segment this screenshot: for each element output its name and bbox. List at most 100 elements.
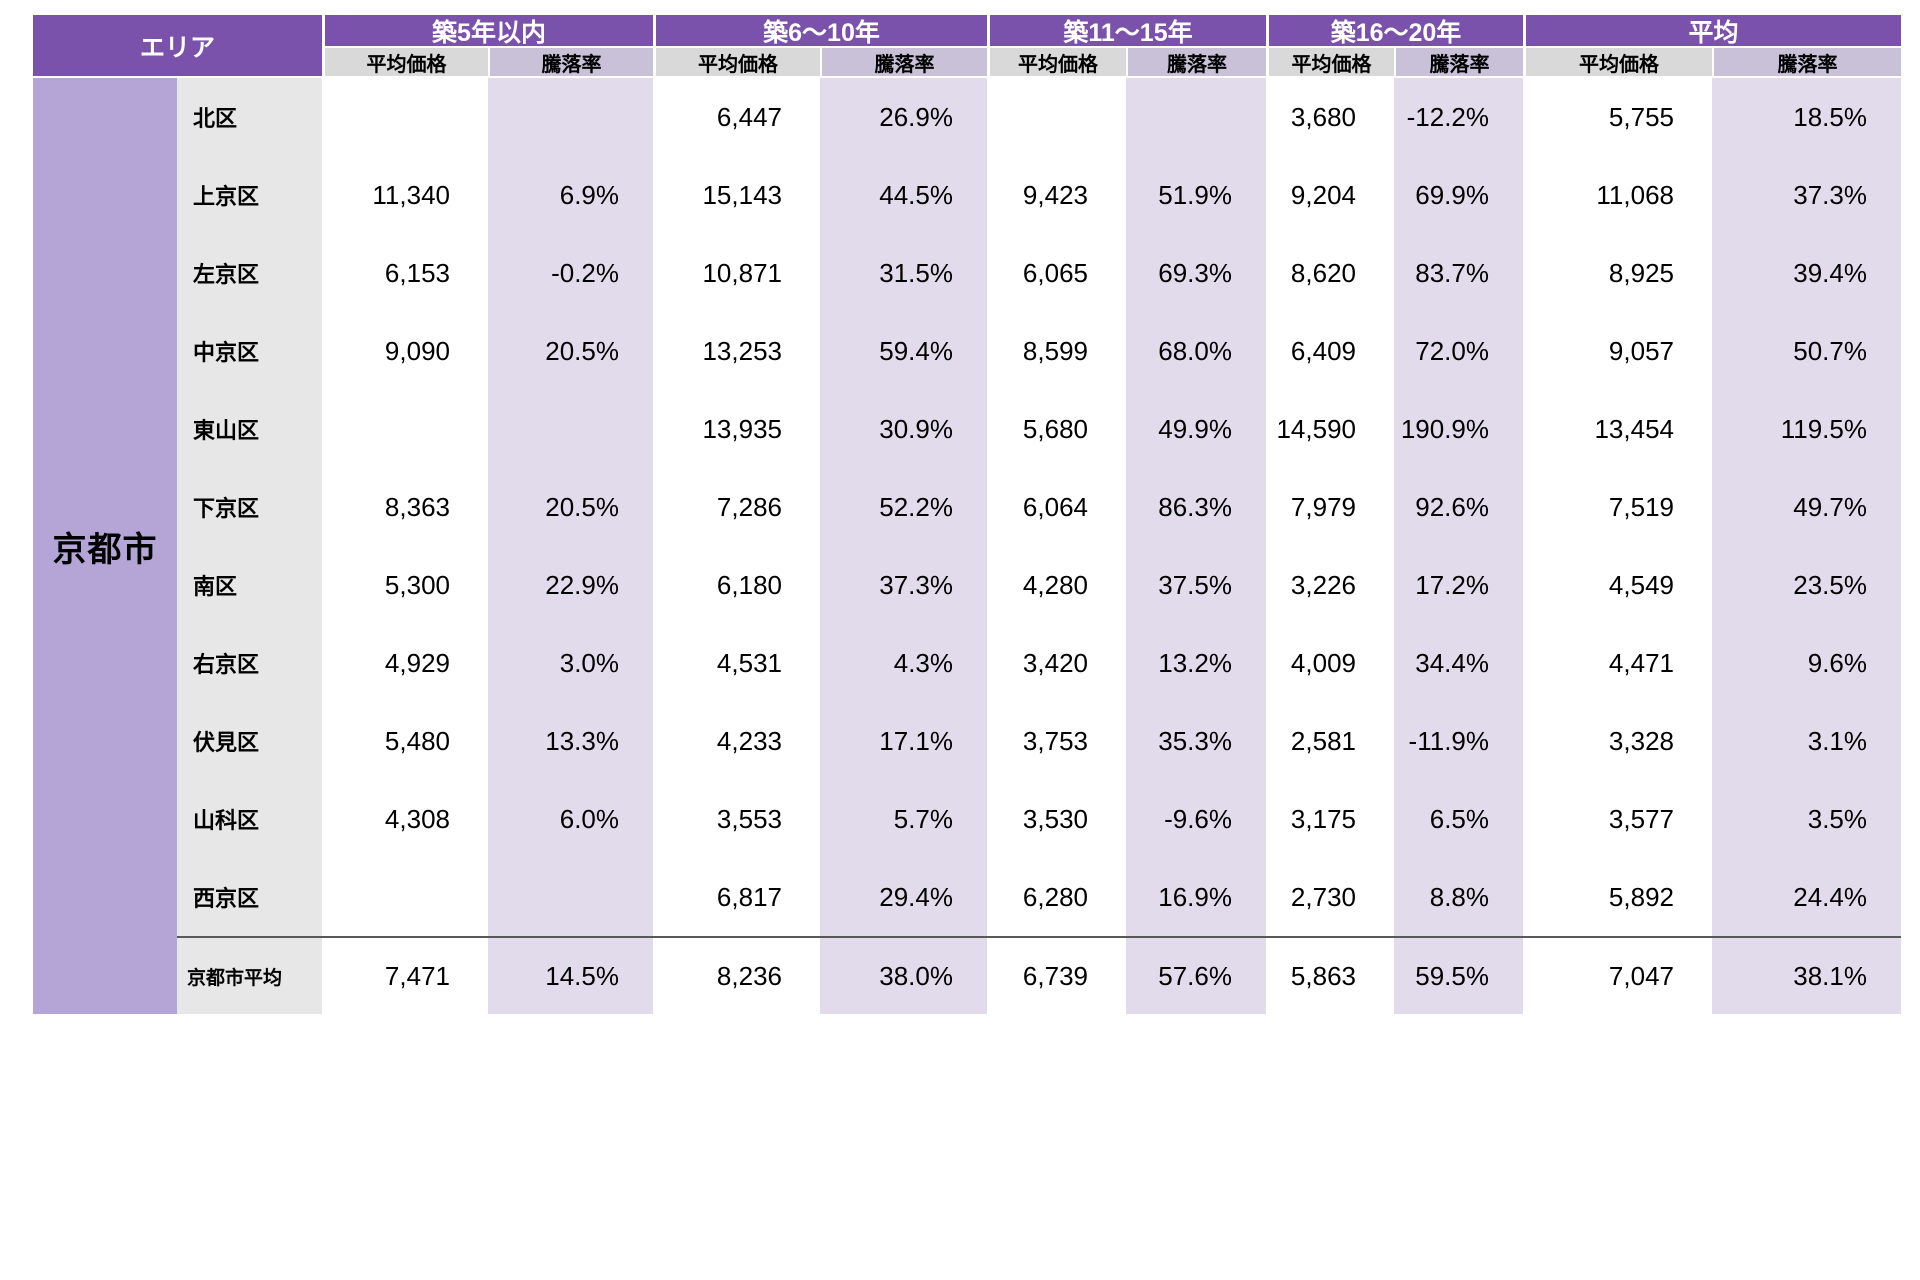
ward-cell: 北区 bbox=[177, 78, 322, 156]
change-rate-cell: 5.7% bbox=[820, 780, 987, 858]
change-rate-cell bbox=[1126, 78, 1266, 156]
change-rate-cell: 3.0% bbox=[488, 624, 653, 702]
avg-price-cell: 4,280 bbox=[987, 546, 1126, 624]
change-rate-cell: 86.3% bbox=[1126, 468, 1266, 546]
avg-price-cell: 3,680 bbox=[1266, 78, 1394, 156]
avg-price-cell: 4,471 bbox=[1523, 624, 1712, 702]
change-rate-cell: 68.0% bbox=[1126, 312, 1266, 390]
change-rate-cell: 26.9% bbox=[820, 78, 987, 156]
avg-price-cell: 15,143 bbox=[653, 156, 820, 234]
avg-price-cell: 3,530 bbox=[987, 780, 1126, 858]
ward-cell: 右京区 bbox=[177, 624, 322, 702]
price-table: エリア 築5年以内 築6〜10年 築11〜15年 築16〜20年 平均 平均価格… bbox=[33, 15, 1901, 1014]
avg-price-cell: 2,730 bbox=[1266, 858, 1394, 936]
avg-price-cell: 14,590 bbox=[1266, 390, 1394, 468]
city-cell: 京都市 bbox=[33, 78, 177, 1014]
change-rate-cell: 49.7% bbox=[1712, 468, 1901, 546]
subheader-change-rate: 騰落率 bbox=[820, 48, 987, 78]
avg-price-cell: 6,447 bbox=[653, 78, 820, 156]
change-rate-cell: 190.9% bbox=[1394, 390, 1523, 468]
subheader-avg-price: 平均価格 bbox=[987, 48, 1126, 78]
avg-price-cell: 3,420 bbox=[987, 624, 1126, 702]
avg-price-cell: 10,871 bbox=[653, 234, 820, 312]
avg-price-cell: 4,009 bbox=[1266, 624, 1394, 702]
change-rate-cell: 16.9% bbox=[1126, 858, 1266, 936]
change-rate-cell: 3.1% bbox=[1712, 702, 1901, 780]
avg-price-cell: 11,340 bbox=[322, 156, 488, 234]
change-rate-cell: 8.8% bbox=[1394, 858, 1523, 936]
avg-price-cell: 7,471 bbox=[322, 936, 488, 1014]
change-rate-cell: -11.9% bbox=[1394, 702, 1523, 780]
avg-price-cell: 3,553 bbox=[653, 780, 820, 858]
avg-price-cell: 6,153 bbox=[322, 234, 488, 312]
avg-price-cell: 9,423 bbox=[987, 156, 1126, 234]
avg-price-cell: 4,549 bbox=[1523, 546, 1712, 624]
avg-price-cell: 13,253 bbox=[653, 312, 820, 390]
change-rate-cell bbox=[488, 78, 653, 156]
avg-price-cell: 6,280 bbox=[987, 858, 1126, 936]
avg-price-cell: 6,180 bbox=[653, 546, 820, 624]
avg-price-cell: 6,817 bbox=[653, 858, 820, 936]
change-rate-cell bbox=[488, 858, 653, 936]
col-group-header-age0-5: 築5年以内 bbox=[322, 15, 653, 48]
avg-price-cell: 7,047 bbox=[1523, 936, 1712, 1014]
change-rate-cell: 72.0% bbox=[1394, 312, 1523, 390]
avg-price-cell: 6,065 bbox=[987, 234, 1126, 312]
avg-price-cell: 4,929 bbox=[322, 624, 488, 702]
subheader-avg-price: 平均価格 bbox=[653, 48, 820, 78]
change-rate-cell: 23.5% bbox=[1712, 546, 1901, 624]
change-rate-cell bbox=[488, 390, 653, 468]
avg-price-cell: 5,680 bbox=[987, 390, 1126, 468]
change-rate-cell: 52.2% bbox=[820, 468, 987, 546]
col-group-header-age11-15: 築11〜15年 bbox=[987, 15, 1266, 48]
change-rate-cell: 20.5% bbox=[488, 468, 653, 546]
col-group-header-age6-10: 築6〜10年 bbox=[653, 15, 987, 48]
change-rate-cell: 37.3% bbox=[820, 546, 987, 624]
change-rate-cell: 38.1% bbox=[1712, 936, 1901, 1014]
change-rate-cell: 30.9% bbox=[820, 390, 987, 468]
avg-price-cell: 6,739 bbox=[987, 936, 1126, 1014]
ward-cell: 上京区 bbox=[177, 156, 322, 234]
avg-price-cell: 7,286 bbox=[653, 468, 820, 546]
col-group-header-average: 平均 bbox=[1523, 15, 1901, 48]
change-rate-cell: 20.5% bbox=[488, 312, 653, 390]
avg-price-cell: 3,175 bbox=[1266, 780, 1394, 858]
change-rate-cell: 69.9% bbox=[1394, 156, 1523, 234]
change-rate-cell: 119.5% bbox=[1712, 390, 1901, 468]
change-rate-cell: 83.7% bbox=[1394, 234, 1523, 312]
subheader-avg-price: 平均価格 bbox=[322, 48, 488, 78]
avg-price-cell: 8,599 bbox=[987, 312, 1126, 390]
subheader-change-rate: 騰落率 bbox=[1712, 48, 1901, 78]
change-rate-cell: 6.9% bbox=[488, 156, 653, 234]
avg-price-cell: 9,057 bbox=[1523, 312, 1712, 390]
change-rate-cell: -12.2% bbox=[1394, 78, 1523, 156]
avg-price-cell bbox=[322, 78, 488, 156]
change-rate-cell: 92.6% bbox=[1394, 468, 1523, 546]
avg-price-cell: 3,577 bbox=[1523, 780, 1712, 858]
avg-price-cell: 8,620 bbox=[1266, 234, 1394, 312]
avg-price-cell: 3,226 bbox=[1266, 546, 1394, 624]
change-rate-cell: 6.5% bbox=[1394, 780, 1523, 858]
change-rate-cell: 29.4% bbox=[820, 858, 987, 936]
change-rate-cell: 39.4% bbox=[1712, 234, 1901, 312]
avg-price-cell: 4,308 bbox=[322, 780, 488, 858]
change-rate-cell: 13.2% bbox=[1126, 624, 1266, 702]
change-rate-cell: 37.5% bbox=[1126, 546, 1266, 624]
avg-price-cell bbox=[322, 858, 488, 936]
ward-cell: 下京区 bbox=[177, 468, 322, 546]
ward-cell: 中京区 bbox=[177, 312, 322, 390]
avg-price-cell: 8,925 bbox=[1523, 234, 1712, 312]
ward-cell: 左京区 bbox=[177, 234, 322, 312]
avg-price-cell: 3,753 bbox=[987, 702, 1126, 780]
change-rate-cell: -9.6% bbox=[1126, 780, 1266, 858]
change-rate-cell: 50.7% bbox=[1712, 312, 1901, 390]
avg-price-cell: 7,519 bbox=[1523, 468, 1712, 546]
change-rate-cell: 69.3% bbox=[1126, 234, 1266, 312]
change-rate-cell: 13.3% bbox=[488, 702, 653, 780]
change-rate-cell: 38.0% bbox=[820, 936, 987, 1014]
change-rate-cell: 22.9% bbox=[488, 546, 653, 624]
change-rate-cell: -0.2% bbox=[488, 234, 653, 312]
ward-cell: 東山区 bbox=[177, 390, 322, 468]
avg-price-cell: 8,236 bbox=[653, 936, 820, 1014]
